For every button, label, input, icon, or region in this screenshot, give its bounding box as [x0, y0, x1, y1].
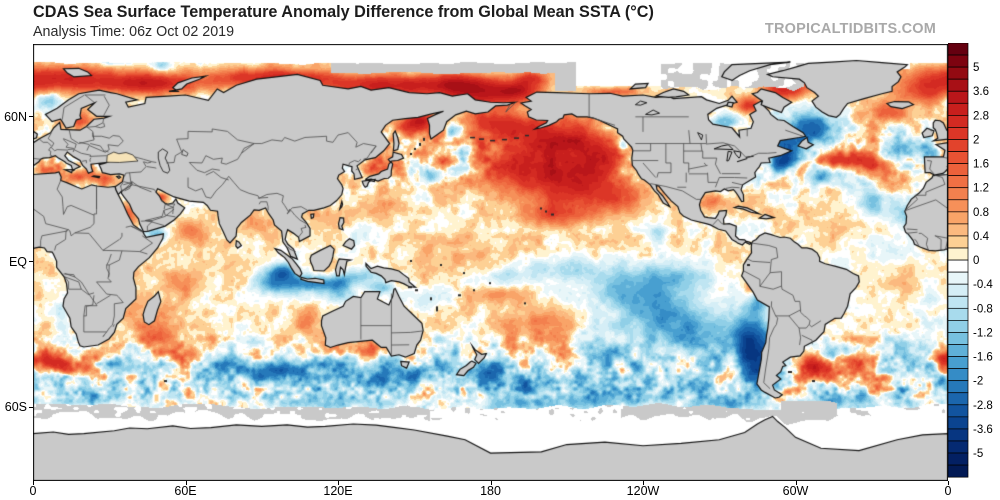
svg-text:5: 5	[973, 62, 979, 74]
svg-text:0.8: 0.8	[973, 207, 989, 219]
svg-text:-3.6: -3.6	[973, 424, 993, 436]
svg-text:-2: -2	[973, 376, 983, 388]
svg-text:1.2: 1.2	[973, 183, 989, 195]
svg-text:2: 2	[973, 135, 979, 147]
svg-text:-0.4: -0.4	[973, 279, 993, 291]
svg-text:0: 0	[973, 255, 979, 267]
svg-text:-1.2: -1.2	[973, 327, 993, 339]
svg-text:-0.8: -0.8	[973, 303, 993, 315]
svg-text:-5: -5	[973, 448, 983, 460]
svg-text:2.8: 2.8	[973, 110, 989, 122]
svg-text:-1.6: -1.6	[973, 352, 993, 364]
svg-text:-2.8: -2.8	[973, 400, 993, 412]
svg-text:1.6: 1.6	[973, 159, 989, 171]
svg-text:0.4: 0.4	[973, 231, 990, 243]
svg-text:3.6: 3.6	[973, 86, 989, 98]
